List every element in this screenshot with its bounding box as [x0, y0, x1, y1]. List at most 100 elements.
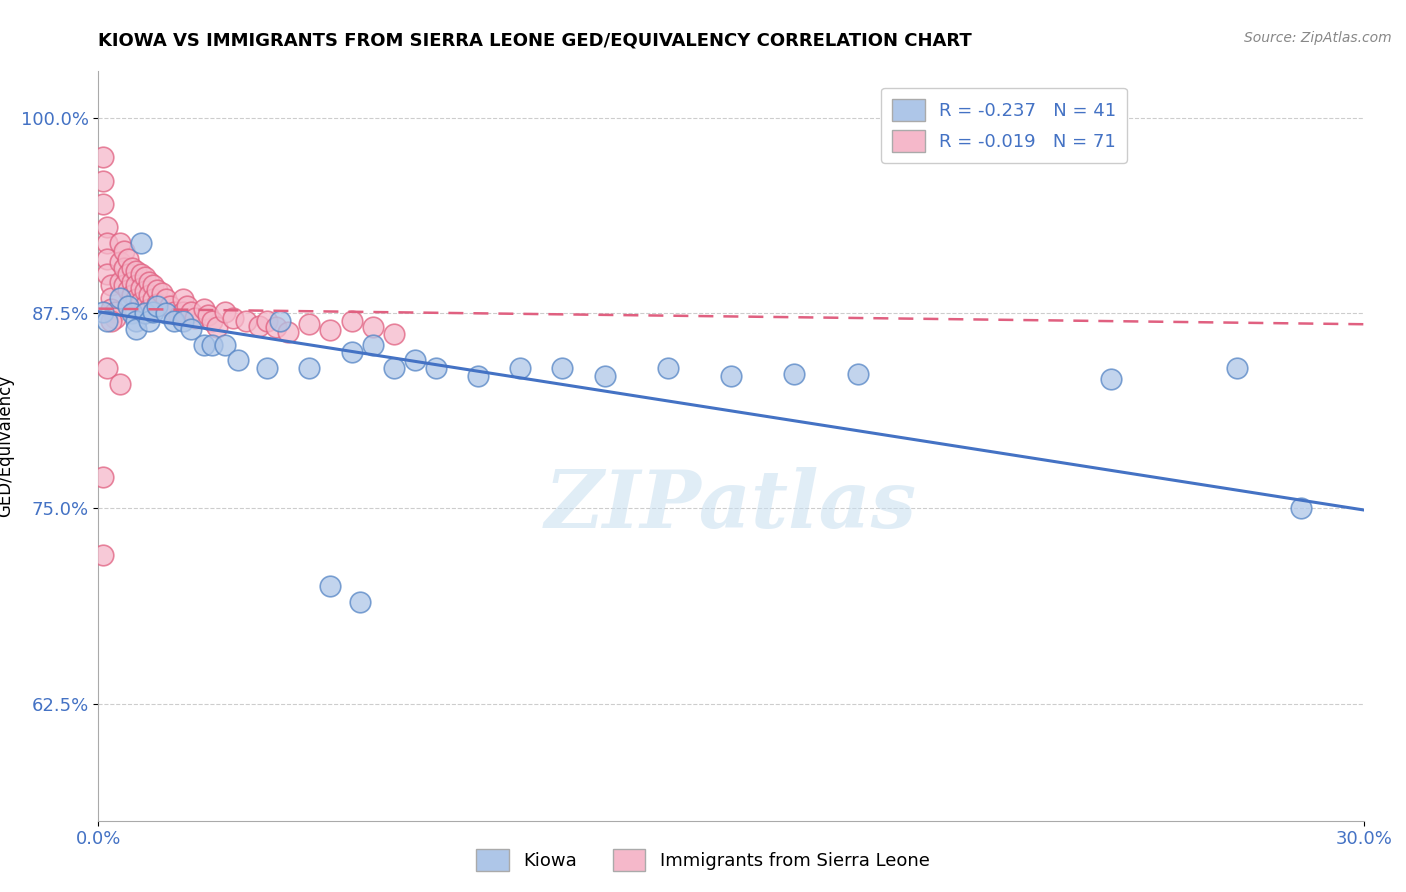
- Point: [112, 244, 135, 258]
- Point: [197, 308, 219, 322]
- Point: [96, 235, 118, 250]
- Point: [593, 368, 616, 383]
- Point: [167, 310, 190, 324]
- Point: [319, 324, 342, 338]
- Point: [205, 320, 228, 334]
- Point: [129, 235, 152, 250]
- Point: [125, 278, 148, 293]
- Point: [134, 298, 156, 313]
- Text: KIOWA VS IMMIGRANTS FROM SIERRA LEONE GED/EQUIVALENCY CORRELATION CHART: KIOWA VS IMMIGRANTS FROM SIERRA LEONE GE…: [98, 31, 972, 49]
- Point: [264, 320, 287, 334]
- Point: [340, 314, 363, 328]
- Point: [298, 317, 321, 331]
- Point: [256, 314, 278, 328]
- Point: [269, 314, 291, 328]
- Point: [96, 252, 118, 266]
- Point: [214, 337, 236, 351]
- Point: [104, 305, 127, 319]
- Point: [108, 275, 131, 289]
- Point: [96, 314, 118, 328]
- Point: [509, 361, 531, 376]
- Point: [121, 306, 143, 320]
- Point: [96, 220, 118, 235]
- Point: [163, 305, 186, 319]
- Point: [108, 235, 131, 250]
- Y-axis label: GED/Equivalency: GED/Equivalency: [0, 375, 14, 517]
- Point: [146, 283, 169, 297]
- Point: [1099, 372, 1122, 386]
- Point: [180, 322, 202, 336]
- Point: [172, 293, 194, 307]
- Point: [142, 293, 165, 307]
- Point: [277, 325, 299, 339]
- Text: Source: ZipAtlas.com: Source: ZipAtlas.com: [1244, 31, 1392, 45]
- Point: [361, 320, 384, 334]
- Point: [125, 322, 148, 336]
- Point: [91, 174, 114, 188]
- Point: [100, 301, 122, 316]
- Point: [163, 314, 186, 328]
- Point: [382, 326, 405, 341]
- Point: [104, 311, 127, 326]
- Point: [720, 368, 742, 383]
- Point: [117, 268, 139, 282]
- Point: [117, 283, 139, 297]
- Point: [172, 305, 194, 319]
- Point: [214, 305, 236, 319]
- Point: [146, 297, 169, 311]
- Point: [112, 261, 135, 276]
- Point: [125, 293, 148, 307]
- Point: [134, 285, 156, 299]
- Point: [96, 361, 118, 376]
- Point: [100, 291, 122, 305]
- Point: [176, 298, 198, 313]
- Legend: R = -0.237   N = 41, R = -0.019   N = 71: R = -0.237 N = 41, R = -0.019 N = 71: [882, 88, 1128, 162]
- Point: [349, 595, 371, 609]
- Point: [226, 353, 249, 368]
- Point: [91, 150, 114, 164]
- Point: [235, 314, 257, 328]
- Point: [121, 261, 143, 276]
- Point: [467, 368, 489, 383]
- Point: [193, 301, 215, 316]
- Point: [138, 287, 160, 301]
- Point: [117, 298, 139, 313]
- Point: [91, 549, 114, 563]
- Point: [112, 278, 135, 293]
- Point: [134, 306, 156, 320]
- Legend: Kiowa, Immigrants from Sierra Leone: Kiowa, Immigrants from Sierra Leone: [470, 842, 936, 879]
- Point: [108, 376, 131, 391]
- Point: [340, 345, 363, 359]
- Point: [298, 361, 321, 376]
- Point: [91, 305, 114, 319]
- Point: [201, 314, 224, 328]
- Point: [247, 318, 270, 333]
- Point: [1226, 361, 1249, 376]
- Point: [184, 311, 207, 326]
- Point: [96, 268, 118, 282]
- Point: [551, 361, 574, 376]
- Point: [1289, 501, 1312, 516]
- Point: [404, 353, 426, 368]
- Point: [129, 281, 152, 295]
- Point: [155, 306, 177, 320]
- Point: [138, 275, 160, 289]
- Point: [846, 368, 869, 382]
- Point: [425, 361, 447, 376]
- Point: [100, 314, 122, 328]
- Point: [361, 337, 384, 351]
- Point: [319, 580, 342, 594]
- Point: [129, 295, 152, 310]
- Text: ZIPatlas: ZIPatlas: [546, 467, 917, 545]
- Point: [783, 368, 806, 382]
- Point: [138, 301, 160, 316]
- Point: [150, 285, 173, 300]
- Point: [256, 361, 278, 376]
- Point: [172, 314, 194, 328]
- Point: [155, 293, 177, 307]
- Point: [100, 278, 122, 293]
- Point: [91, 470, 114, 484]
- Point: [125, 264, 148, 278]
- Point: [121, 287, 143, 301]
- Point: [657, 361, 679, 376]
